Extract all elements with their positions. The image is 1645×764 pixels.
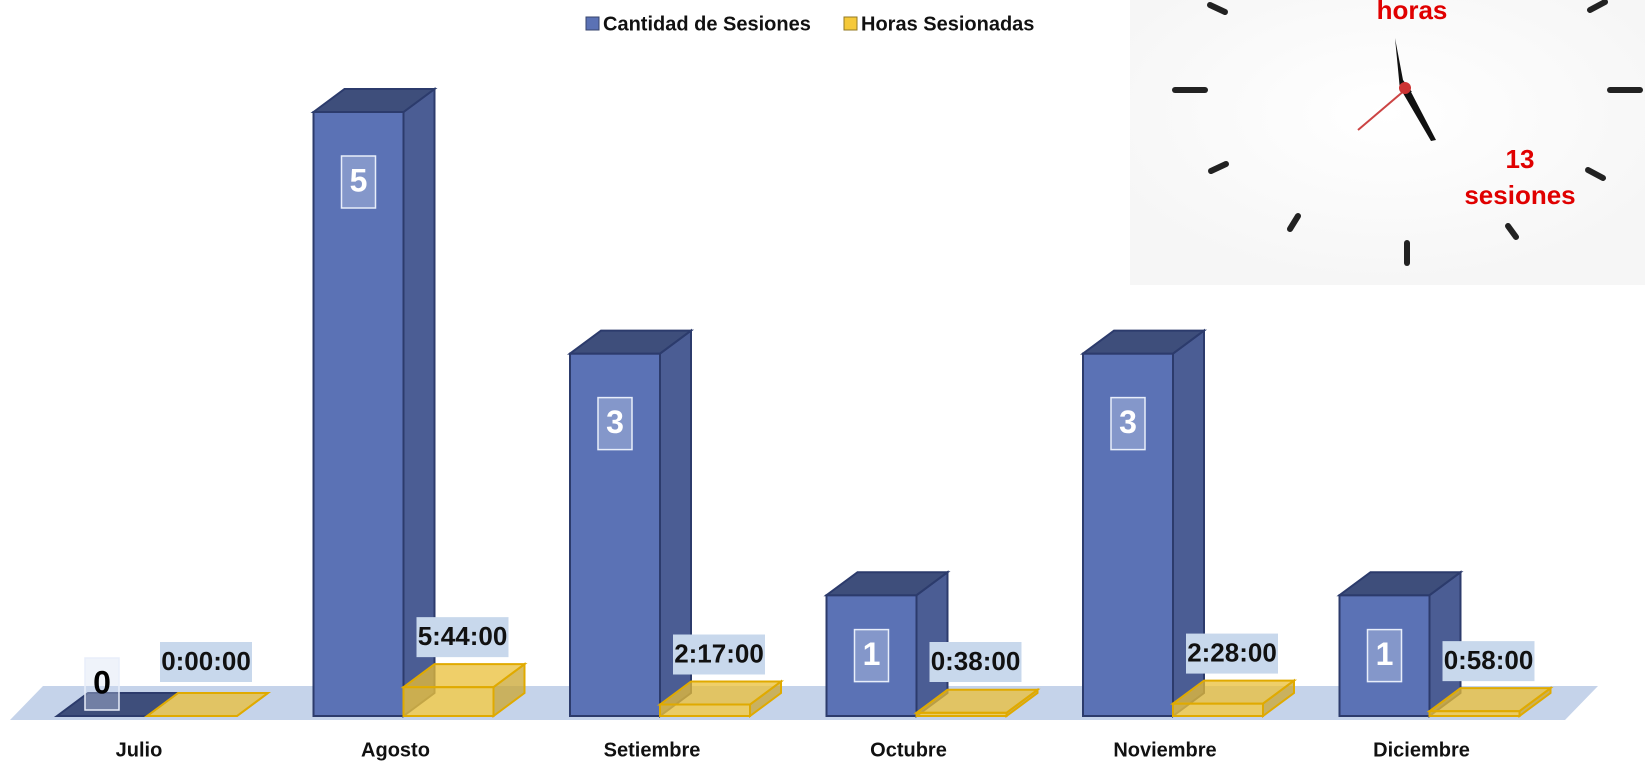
bar-top [310,88,438,113]
value-label: 3 [1119,404,1137,440]
value-label-box [84,657,120,711]
legend-swatch [585,16,600,31]
value-label-box [1110,396,1146,451]
x-tick-label: Noviembre [1113,739,1216,761]
bar-top [656,680,785,706]
value-label-box [1186,633,1278,674]
legend-label: Cantidad de Sesiones [603,13,811,35]
value-label-box [1442,641,1535,682]
bar-top [1336,571,1464,597]
value-label: 2:17:00 [674,638,764,668]
value-label-box [1366,628,1403,683]
bar-front [402,686,495,718]
legend-swatch [843,16,858,31]
value-label: 0 [93,664,111,700]
bar-top [823,571,951,597]
bar-top [566,329,695,355]
value-label-box [416,617,509,658]
bar-top [1079,329,1208,355]
x-tick-label: Agosto [361,739,430,761]
value-label: 3 [606,404,624,440]
x-tick-label: Setiembre [604,739,701,761]
value-label: 2:28:00 [1187,637,1277,667]
x-tick-label: Julio [116,739,163,761]
clock-sessions-count: 13 [1506,144,1535,174]
value-label: 5:44:00 [418,621,508,651]
bar-top [400,663,528,689]
bar-front [1172,702,1264,717]
clock-image [1130,0,1645,285]
clock-hours-label: horas [1377,0,1448,25]
value-label-box [160,642,252,682]
value-label-box [929,642,1022,682]
value-label-box [340,155,377,209]
value-label-box [853,628,890,683]
value-label: 1 [863,636,881,672]
x-tick-label: Diciembre [1373,739,1470,761]
value-label-box [597,396,633,451]
bar-front [312,111,405,717]
value-label: 0:00:00 [161,646,251,676]
bar-front [569,352,661,717]
value-label: 5 [350,162,368,198]
x-tick-label: Octubre [870,739,947,761]
clock-sessions-label: sesiones [1464,180,1575,210]
bar-top [1169,679,1298,705]
bar-top [913,688,1041,714]
value-label: 0:38:00 [931,646,1021,676]
legend-label: Horas Sesionadas [861,13,1034,35]
bar-front [1082,352,1174,717]
value-label-box [673,634,765,675]
bar-front [659,703,751,717]
value-label: 0:58:00 [1444,645,1534,675]
bar-top [143,692,272,717]
bar-top [1426,687,1554,713]
value-label: 1 [1376,636,1394,672]
